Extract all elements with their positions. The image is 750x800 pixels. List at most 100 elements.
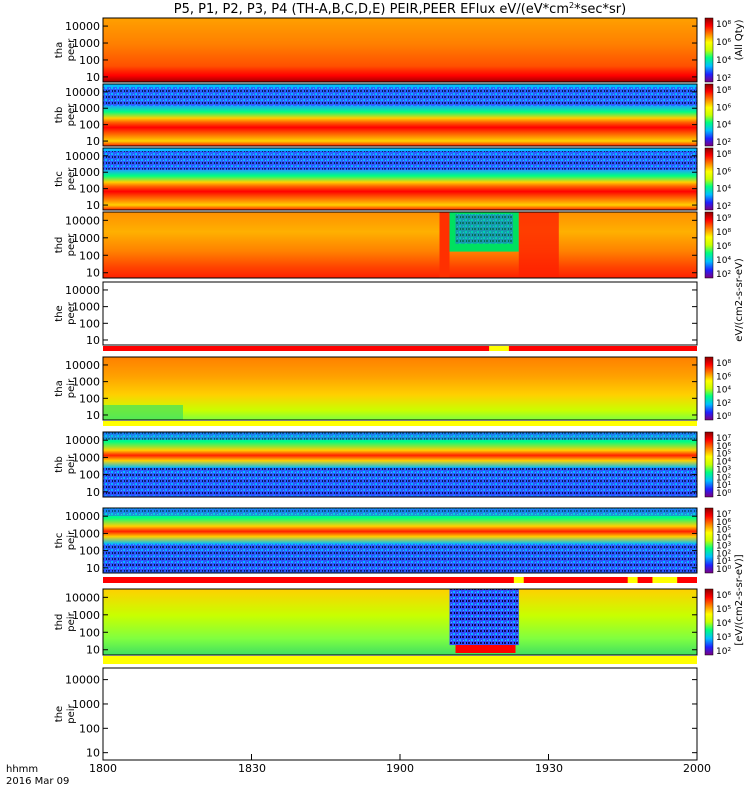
panel-label-species: peir	[66, 530, 77, 550]
y-tick-label: 100	[79, 392, 100, 405]
flag-segment	[627, 577, 638, 583]
noise-band	[103, 151, 697, 170]
y-tick-label: 10000	[65, 591, 100, 604]
y-tick-label: 100	[79, 249, 100, 262]
colorbar	[704, 507, 714, 574]
x-tick-label: 1930	[535, 762, 563, 775]
colorbar-tick-label: 10⁴	[716, 619, 731, 629]
y-tick-label: 100	[79, 545, 100, 558]
y-tick-label: 10000	[65, 86, 100, 99]
y-tick-label: 100	[79, 317, 100, 330]
panel-label-probe: thc	[54, 171, 65, 187]
y-tick-label: 1000	[72, 166, 100, 179]
gap-edge-left	[439, 212, 450, 278]
colorbar-tick-label: 10²	[716, 647, 731, 657]
colorbar-tick-label: 10⁶	[716, 167, 731, 177]
y-tick-label: 10	[86, 644, 100, 657]
colorbar-tick-label: 10⁷	[716, 434, 731, 444]
colorbar	[704, 147, 714, 211]
panel-label-species: peer	[66, 233, 77, 257]
x-tick-label: 1900	[386, 762, 414, 775]
empty-panel	[103, 282, 697, 345]
panel-frame	[102, 356, 698, 421]
panel-label-probe: tha	[54, 42, 65, 58]
panel-label-probe: thc	[54, 533, 65, 549]
colorbar-tick-label: 10²	[716, 549, 731, 559]
y-tick-label: 10	[86, 562, 100, 575]
panel-frame	[102, 17, 698, 83]
empty-panel	[103, 668, 697, 760]
x-axis: 1800 1830 1900 1930 2000 hhmm 2016 Mar 0…	[6, 762, 711, 787]
colorbar	[704, 356, 714, 421]
y-tick-label: 10000	[65, 510, 100, 523]
spectrogram-fill	[103, 589, 697, 655]
colorbar-tick-label: 10⁶	[716, 38, 731, 48]
panel-label-species: peer	[66, 301, 77, 325]
y-tick-label: 1000	[72, 527, 100, 540]
colorbar-label-tail: (All Qty)	[734, 19, 745, 60]
noise-band-top	[103, 508, 697, 516]
time-format-label: hhmm	[6, 764, 38, 775]
colorbar-tick-label: 10⁰	[716, 565, 731, 575]
colorbar-tick-label: 10³	[716, 465, 731, 475]
x-tick-label: 1800	[89, 762, 117, 775]
gap-edge-right	[518, 212, 559, 278]
panel-label-probe: the	[54, 305, 65, 321]
panel-label-species: peer	[66, 103, 77, 127]
colorbar-tick-label: 10⁴	[716, 458, 731, 468]
colorbar-tick-label: 10⁵	[716, 526, 731, 536]
colorbar-tick-label: 10⁷	[716, 510, 731, 520]
colorbar-tick-label: 10⁶	[716, 518, 731, 528]
colorbar	[704, 431, 714, 498]
y-tick-label: 1000	[72, 37, 100, 50]
panel-frame	[102, 147, 698, 211]
panel-frame	[102, 211, 698, 279]
y-tick-label: 10	[86, 267, 100, 280]
y-tick-label: 100	[79, 626, 100, 639]
y-tick-label: 100	[79, 119, 100, 132]
y-tick-label: 10	[86, 71, 100, 84]
colorbar-tick-label: 10²	[716, 202, 731, 212]
flag-bar	[103, 577, 697, 583]
date-label: 2016 Mar 09	[6, 776, 69, 787]
panel-label-probe: thd	[54, 237, 65, 254]
colorbar-tick-label: 10⁵	[716, 450, 731, 460]
colorbar-tick-label: 10³	[716, 541, 731, 551]
colorbar-tick-label: 10⁶	[716, 591, 731, 601]
colorbar-tick-label: 10⁴	[716, 56, 731, 66]
y-tick-label: 10	[86, 135, 100, 148]
colorbar-tick-label: 10⁶	[716, 442, 731, 452]
panel-label-species: peir	[66, 703, 77, 723]
colorbar-tick-label: 10¹	[716, 557, 731, 567]
y-tick-label: 10	[86, 409, 100, 422]
colorbar	[704, 588, 714, 656]
colorbar-tick-label: 10²	[716, 74, 731, 84]
noise-band	[103, 543, 697, 572]
y-tick-label: 10000	[65, 20, 100, 33]
panel-label-species: peer	[66, 38, 77, 62]
panel-label-species: peir	[66, 454, 77, 474]
panel-label-species: peir	[66, 378, 77, 398]
colorbar-tick-label: 10⁸	[716, 20, 731, 30]
flag-bar	[103, 346, 697, 351]
gap-region	[449, 589, 519, 646]
colorbar-tick-label: 10⁸	[716, 228, 731, 238]
colorbar-tick-label: 10⁶	[716, 372, 731, 382]
gap-low-energy	[455, 645, 516, 653]
flag-segment	[489, 346, 509, 351]
colorbar-tick-label: 10⁰	[716, 412, 731, 422]
panel-label-probe: tha	[54, 380, 65, 396]
y-tick-label: 1000	[72, 301, 100, 314]
x-tick-label: 1830	[238, 762, 266, 775]
panel-frame	[102, 83, 698, 147]
y-tick-label: 10000	[65, 150, 100, 163]
colorbar-tick-label: 10⁴	[716, 386, 731, 396]
y-tick-label: 100	[79, 54, 100, 67]
